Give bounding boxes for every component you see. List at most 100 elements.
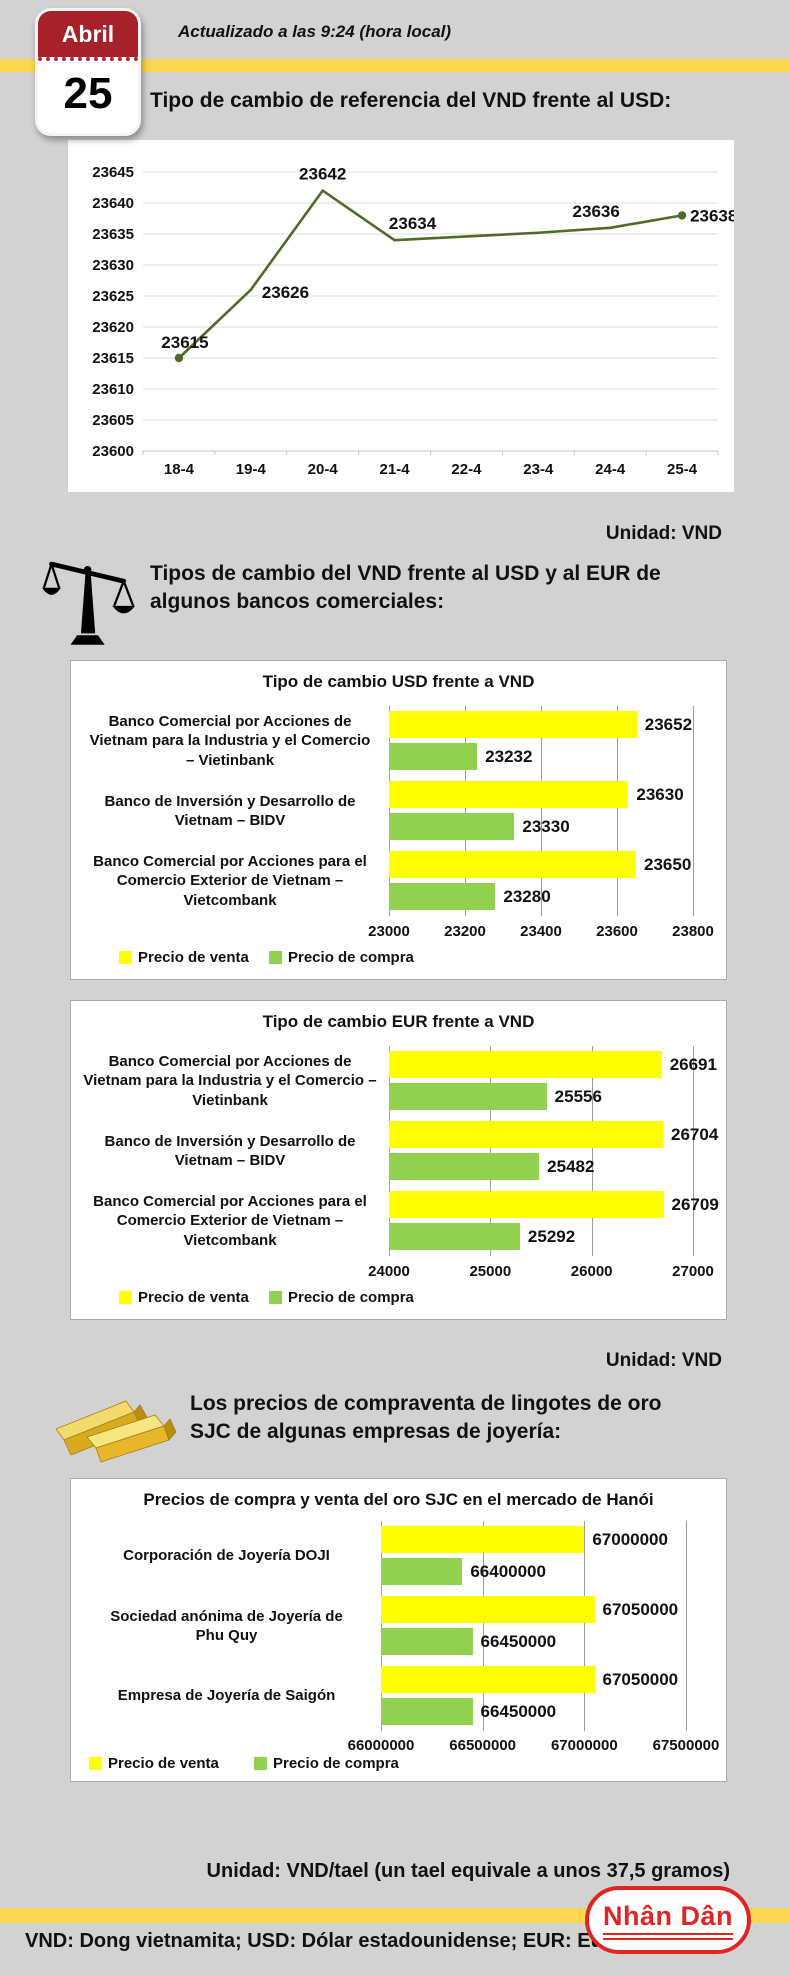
y-axis-label: 23610 xyxy=(92,381,134,398)
category-label-line: – Vietinbank xyxy=(185,751,275,769)
category-label: Banco de Inversión y Desarrollo de Vietna… xyxy=(79,776,381,846)
category-label-line: Banco Comercial por Acciones para el xyxy=(93,1192,367,1210)
legend-swatch xyxy=(269,1291,282,1304)
bar-precio-compra xyxy=(389,1083,547,1110)
legend-label: Precio de venta xyxy=(108,1755,219,1772)
category-label: Banco Comercial por Acciones para el Come… xyxy=(79,846,381,916)
bar-precio-venta xyxy=(389,781,629,808)
gold-section-title: Los precios de compraventa de lingotes d… xyxy=(190,1390,790,1446)
x-axis-label: 21-4 xyxy=(380,461,411,478)
y-axis-label: 23630 xyxy=(92,257,134,274)
category-label-line: Banco de Inversión y Desarrollo de xyxy=(104,1132,356,1150)
chart-title: Tipo de cambio EUR frente a VND xyxy=(262,1012,535,1031)
bar-value-label: 23630 xyxy=(636,785,684,804)
bar-precio-compra xyxy=(389,743,478,770)
bar-precio-compra xyxy=(389,883,496,910)
x-gridline xyxy=(465,706,466,916)
data-point-label: 23642 xyxy=(299,165,346,184)
bar-value-label: 23280 xyxy=(503,887,551,906)
y-axis-label: 23620 xyxy=(92,319,134,336)
balance-scale-icon xyxy=(42,561,136,645)
x-gridline xyxy=(381,1521,382,1731)
category-label-line: Banco Comercial por Acciones de xyxy=(108,1052,352,1070)
x-axis-label: 24-4 xyxy=(595,461,626,478)
category-label: Sociedad anónima de Joyería de Phu Quy xyxy=(79,1591,374,1661)
calendar-body: 25 xyxy=(38,57,138,127)
bar-precio-venta xyxy=(381,1666,595,1693)
bar-value-label: 26704 xyxy=(671,1125,719,1144)
x-gridline xyxy=(686,1521,687,1731)
bar-precio-compra xyxy=(389,1153,540,1180)
bar-precio-venta xyxy=(389,1121,663,1148)
category-label: Banco Comercial por Acciones de Vietnam p… xyxy=(79,706,381,776)
x-tick-label: 27000 xyxy=(672,1263,714,1280)
rate-trend-line xyxy=(178,189,683,359)
chart-title: Precios de compra y venta del oro SJC en… xyxy=(143,1490,654,1509)
category-label-line: Banco Comercial por Acciones de xyxy=(108,712,352,730)
x-gridline xyxy=(541,706,542,916)
legend-swatch xyxy=(89,1757,102,1770)
category-label-line: Vietinbank xyxy=(192,1091,268,1109)
gold-bars-icon xyxy=(56,1400,177,1463)
bar-value-label: 67000000 xyxy=(592,1530,668,1549)
x-tick-label: 67000000 xyxy=(550,1737,618,1754)
banks-title-line2: algunos bancos comerciales: xyxy=(150,590,445,613)
legend-swatch xyxy=(269,951,282,964)
y-axis-label: 23605 xyxy=(92,412,134,429)
bar-precio-venta xyxy=(381,1596,595,1623)
x-gridline xyxy=(591,1046,593,1256)
bar-value-label: 23650 xyxy=(644,855,692,874)
line-chart-svg: 23600 23605 23610 23615 23620 23625 23630 23635… xyxy=(92,164,737,478)
data-point-label: 23636 xyxy=(573,202,620,221)
x-tick-label: 23200 xyxy=(444,923,486,940)
bar-value-label: 26709 xyxy=(671,1195,719,1214)
eur-bank-bar-chart: Tipo de cambio EUR frente a VND 24000 2500… xyxy=(70,1000,727,1320)
calendar-icon: Abril 25 xyxy=(35,8,141,136)
category-label-line: Phu Quy xyxy=(195,1627,258,1644)
data-point-label: 23634 xyxy=(389,214,437,233)
legend-swatch xyxy=(119,951,132,964)
gold-title-line1: Los precios de compraventa de lingotes d… xyxy=(190,1392,662,1415)
category-label: Empresa de Joyería de Saigón xyxy=(79,1661,374,1731)
legend-label: Precio de compra xyxy=(273,1755,399,1772)
bar-precio-compra xyxy=(389,1223,520,1250)
x-axis-label: 23-4 xyxy=(523,461,554,478)
x-tick-label: 25000 xyxy=(469,1263,512,1280)
point-marker xyxy=(174,353,184,363)
x-axis-label: 18-4 xyxy=(164,461,195,478)
y-axis-label: 23645 xyxy=(92,164,134,181)
bar-precio-venta xyxy=(389,1191,664,1218)
nhan-dan-logo: Nhân Dân xyxy=(585,1886,751,1954)
category-label-line: Empresa de Joyería de Saigón xyxy=(117,1687,336,1705)
x-tick-label: 23800 xyxy=(672,923,714,940)
x-gridline xyxy=(389,1046,390,1256)
x-tick-label: 23000 xyxy=(368,923,410,940)
bar-value-label: 66450000 xyxy=(480,1702,557,1721)
calendar-month: Abril xyxy=(38,11,138,57)
x-gridline xyxy=(389,706,390,916)
bar-value-label: 25482 xyxy=(547,1157,595,1176)
category-label: Corporación de Joyería DOJI xyxy=(79,1521,374,1591)
data-point-label: 23638 xyxy=(690,206,734,225)
x-axis-label: 19-4 xyxy=(236,461,267,478)
data-point-label: 23626 xyxy=(262,283,309,302)
bar-value-label: 23330 xyxy=(522,817,570,836)
bar-precio-compra xyxy=(381,1698,473,1725)
banks-section-title: Tipos de cambio del VND frente al USD y … xyxy=(150,560,750,616)
x-gridline xyxy=(490,1046,492,1256)
category-label-line: Corporación de Joyería DOJI xyxy=(123,1547,330,1565)
x-gridline xyxy=(617,706,618,916)
x-tick-label: 24000 xyxy=(368,1263,410,1280)
category-label-line: Vietcombank xyxy=(183,891,277,909)
bar-value-label: 67050000 xyxy=(602,1600,679,1619)
x-axis-label: 25-4 xyxy=(667,461,698,478)
usd-bank-bar-chart: Tipo de cambio USD frente a VND 23000 2320… xyxy=(70,660,727,980)
category-label: Banco Comercial por Acciones de Vietnam p… xyxy=(79,1046,381,1116)
x-gridline xyxy=(693,706,694,916)
x-tick-label: 23400 xyxy=(520,923,562,940)
bar-value-label: 25556 xyxy=(554,1087,602,1106)
bar-precio-compra xyxy=(381,1558,463,1585)
bar-value-label: 66450000 xyxy=(480,1632,557,1651)
x-gridline xyxy=(584,1521,586,1731)
x-tick-label: 66500000 xyxy=(449,1737,517,1754)
